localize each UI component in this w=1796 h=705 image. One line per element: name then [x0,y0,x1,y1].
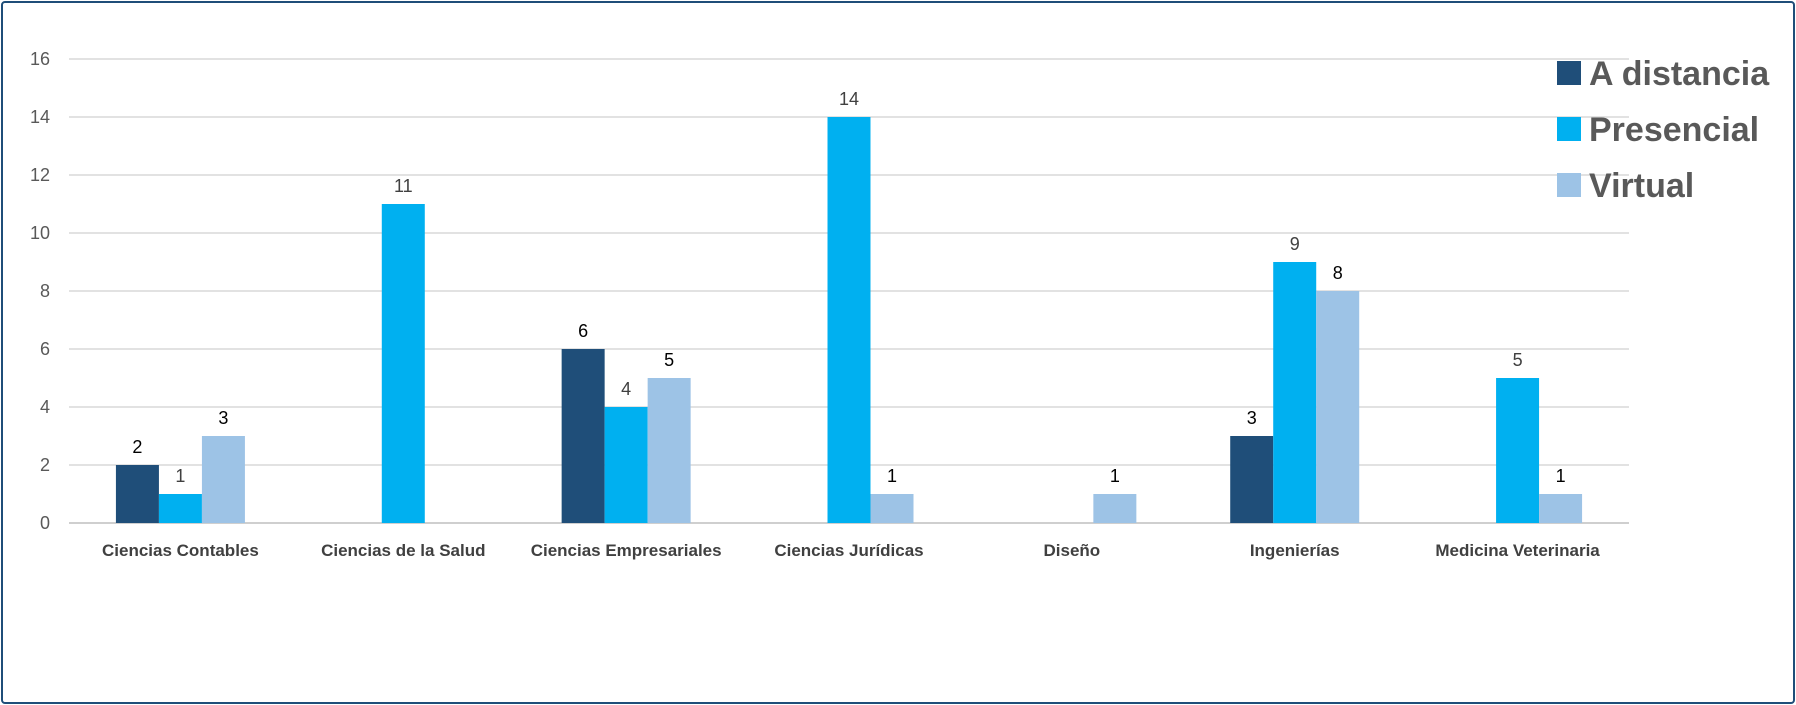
data-label: 3 [1247,408,1257,428]
y-tick-label: 2 [40,455,50,475]
data-label: 1 [887,466,897,486]
data-label: 1 [1556,466,1566,486]
data-label: 9 [1290,234,1300,254]
y-axis-ticks: 0 2 4 6 8 10 12 14 16 [30,49,50,533]
bar [827,117,871,523]
bar [115,465,159,523]
legend-swatch [1557,61,1581,85]
bars [115,117,1583,523]
category-label: Diseño [1044,541,1101,560]
y-tick-label: 16 [30,49,50,69]
data-label: 3 [218,408,228,428]
legend-label: Virtual [1589,167,1694,205]
bar [870,494,914,523]
category-label: Ingenierías [1250,541,1340,560]
legend-swatch [1557,117,1581,141]
category-label: Ciencias de la Salud [321,541,485,560]
data-label: 6 [578,321,588,341]
legend-label: A distancia [1589,55,1770,93]
data-label: 1 [1110,466,1120,486]
bar [381,204,425,523]
y-tick-label: 8 [40,281,50,301]
data-label: 14 [839,89,859,109]
data-label: 2 [132,437,142,457]
bar [1273,262,1317,523]
bar [647,378,691,523]
data-label: 1 [175,466,185,486]
data-label: 5 [1513,350,1523,370]
y-tick-label: 14 [30,107,50,127]
y-tick-label: 4 [40,397,50,417]
category-label: Ciencias Jurídicas [774,541,923,560]
legend-label: Presencial [1589,111,1759,149]
bar [158,494,202,523]
category-label: Ciencias Empresariales [531,541,722,560]
category-label: Medicina Veterinaria [1435,541,1600,560]
x-axis-categories: Ciencias Contables Ciencias de la Salud Ci… [102,541,1600,560]
legend: A distancia Presencial Virtual [1557,55,1770,205]
data-label: 4 [621,379,631,399]
data-label: 5 [664,350,674,370]
data-label: 11 [394,176,413,196]
bar [604,407,648,523]
y-tick-label: 6 [40,339,50,359]
bar [1316,291,1360,523]
bar [1230,436,1274,523]
category-label: Ciencias Contables [102,541,259,560]
y-tick-label: 0 [40,513,50,533]
y-tick-label: 12 [30,165,50,185]
legend-swatch [1557,173,1581,197]
bar [1093,494,1137,523]
data-label: 8 [1333,263,1343,283]
bar [1539,494,1583,523]
bar [1496,378,1540,523]
bar [561,349,605,523]
bar [201,436,245,523]
y-tick-label: 10 [30,223,50,243]
